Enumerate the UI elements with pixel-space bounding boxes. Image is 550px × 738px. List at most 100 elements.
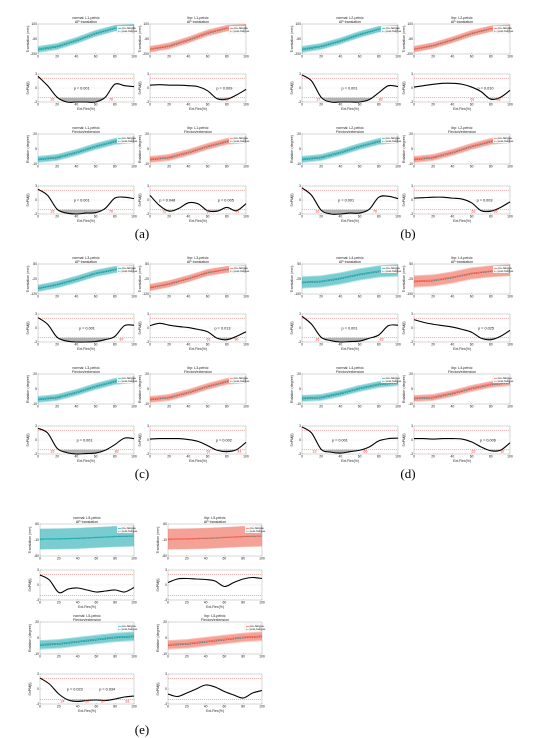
p0-rot-normal-x-tick-label: 40 bbox=[75, 165, 79, 169]
p4-spm-trans-lbp-y-tick-label: 3 bbox=[165, 568, 167, 572]
p2-trans-lbp-x-tick-label: 80 bbox=[225, 295, 229, 299]
p2-trans-lbp-x-tick-label: 40 bbox=[187, 295, 191, 299]
p4-spm-rot-normal-y-tick-label: -3 bbox=[36, 702, 39, 706]
p4-spm-rot-lbp-x-tick-label: 40 bbox=[204, 705, 208, 709]
p3-rot-normal-y-tick-label: 20 bbox=[297, 372, 301, 376]
p0-rot-normal-y-label: Rotation (degree) bbox=[26, 135, 30, 163]
p0-rot-normal-title: normal: L1-pelvic bbox=[72, 126, 100, 130]
p3-trans-normal-x-tick-label: 100 bbox=[395, 295, 401, 299]
p0-spm-trans-normal-y-tick-label: 0 bbox=[35, 86, 37, 90]
p3-spm-trans-lbp-x-tick-label: 0 bbox=[413, 343, 415, 347]
p1-trans-lbp-y-tick-label: -50 bbox=[408, 37, 413, 41]
p1-spm-rot-normal-cluster-bound-label: 16 bbox=[315, 210, 319, 214]
p4-trans-normal-legend-pre-label: pre-fatigue bbox=[122, 526, 137, 530]
p4-rot-normal-legend-post-label: post-fatigue bbox=[122, 627, 138, 631]
p0-spm-rot-lbp-cluster-bound-label: 61 bbox=[207, 210, 211, 214]
p0-trans-lbp-x-tick-label: 80 bbox=[225, 55, 229, 59]
p3-spm-rot-normal-x-tick-label: 20 bbox=[319, 455, 323, 459]
p2-rot-lbp-x-tick-label: 0 bbox=[149, 405, 151, 409]
p3-rot-lbp-legend-pre-label: pre-fatigue bbox=[498, 376, 513, 380]
p4-trans-lbp-x-tick-label: 60 bbox=[223, 557, 227, 561]
p2-spm-trans-normal-x-tick-label: 100 bbox=[131, 343, 137, 347]
p2-trans-lbp-y-tick-label: -120 bbox=[142, 292, 149, 296]
p3-trans-lbp-subtitle: AP translation bbox=[451, 260, 473, 264]
p0-trans-normal-y-tick-label: 100 bbox=[31, 22, 37, 26]
p1-rot-lbp-x-tick-label: 40 bbox=[451, 165, 455, 169]
p3-spm-rot-lbp-y-tick-label: -3 bbox=[410, 452, 413, 456]
p1-spm-trans-normal-x-tick-label: 60 bbox=[358, 103, 362, 107]
p3-trans-lbp-legend-box bbox=[492, 265, 510, 274]
p4-rot-normal-band-post bbox=[40, 632, 134, 650]
p0-spm-trans-normal-cluster-0 bbox=[52, 97, 111, 102]
p3-trans-normal-y-label: Translation (mm) bbox=[290, 265, 294, 292]
p4-spm-trans-normal-x-tick-label: 20 bbox=[57, 601, 61, 605]
p0-spm-rot-lbp-x-tick-label: 60 bbox=[206, 215, 210, 219]
p1-spm-rot-normal-y-tick-label: -3 bbox=[298, 212, 301, 216]
p1-spm-trans-normal-cluster-bound-label: 17 bbox=[316, 98, 320, 102]
p4-rot-normal-line-pre-fatigue bbox=[39, 635, 135, 645]
p4-trans-lbp-x-tick-label: 80 bbox=[241, 557, 245, 561]
p2-spm-trans-lbp-p-value: p = 0.013 bbox=[215, 326, 231, 330]
p0-spm-trans-normal-x-tick-label: 80 bbox=[113, 103, 117, 107]
p1-rot-lbp-x-tick-label: 100 bbox=[507, 165, 513, 169]
p3-spm-trans-normal-x-tick-label: 0 bbox=[301, 343, 303, 347]
p2-rot-normal-legend-box bbox=[116, 375, 134, 384]
p1-rot-lbp-title: lbp: L2-pelvic bbox=[451, 126, 472, 130]
p3-spm-rot-normal-cluster-bound-label: 13 bbox=[312, 450, 316, 454]
p4-rot-lbp-x-tick-label: 60 bbox=[223, 655, 227, 659]
p1-spm-rot-normal-x-tick-label: 80 bbox=[377, 215, 381, 219]
p1-trans-lbp-x-tick-label: 40 bbox=[451, 55, 455, 59]
p1-rot-lbp-y-label: Rotation (degree) bbox=[402, 135, 406, 163]
p0-spm-rot-normal-x-tick-label: 100 bbox=[131, 215, 137, 219]
p2-spm-trans-lbp-y-label: SnPM{t} bbox=[138, 321, 142, 335]
p1-spm-rot-normal-p-value: p = 0.001 bbox=[338, 198, 354, 202]
p0-trans-normal-line-post-fatigue bbox=[37, 27, 135, 51]
p4-rot-lbp-subtitle: Flexion/extension bbox=[201, 618, 229, 622]
p2-spm-trans-normal-p-value: p = 0.001 bbox=[79, 326, 95, 330]
p4-rot-normal-y-tick-label: -10 bbox=[34, 652, 39, 656]
p0-rot-lbp-x-tick-label: 40 bbox=[187, 165, 191, 169]
p3-trans-normal-legend-box bbox=[380, 265, 398, 274]
p4-spm-trans-normal-x-tick-label: 80 bbox=[113, 601, 117, 605]
p4-spm-rot-normal-spm-curve bbox=[39, 677, 135, 703]
p4-trans-lbp-legend-box bbox=[244, 525, 262, 534]
p2-spm-rot-normal-y-label: SnPM{t} bbox=[26, 433, 30, 447]
p1-spm-trans-normal-cluster-bound-label: 82 bbox=[379, 98, 383, 102]
p3-spm-rot-lbp-p-value: p = 0.006 bbox=[480, 438, 496, 442]
p4-trans-normal-y-tick-label: -10 bbox=[34, 538, 39, 542]
p4-rot-lbp-y-label: Rotation (degree) bbox=[156, 624, 160, 652]
p3-spm-rot-lbp-x-tick-label: 20 bbox=[431, 455, 435, 459]
p2-rot-lbp-y-tick-label: 20 bbox=[145, 372, 149, 376]
p0-rot-lbp-x-tick-label: 0 bbox=[149, 165, 151, 169]
p3-spm-rot-lbp-cluster-bound-label: 92 bbox=[500, 450, 504, 454]
p3-rot-normal-legend-post-label: post-fatigue bbox=[386, 379, 402, 383]
p2-spm-rot-normal-y-tick-label: 0 bbox=[35, 438, 37, 442]
p3-spm-trans-lbp-p-value: p = 0.025 bbox=[478, 326, 494, 330]
p0-spm-rot-lbp-x-tick-label: 40 bbox=[187, 215, 191, 219]
p4-spm-rot-lbp-y-tick-label: -3 bbox=[164, 702, 167, 706]
p0-rot-lbp-x-tick-label: 100 bbox=[243, 165, 249, 169]
p2-spm-rot-lbp-x-tick-label: 20 bbox=[167, 455, 171, 459]
p3-rot-lbp-line-post-fatigue bbox=[413, 382, 511, 400]
p1-rot-lbp-y-tick-label: 20 bbox=[409, 132, 413, 136]
p4-rot-normal-x-tick-label: 40 bbox=[76, 655, 80, 659]
p2-spm-trans-normal-x-tick-label: 80 bbox=[113, 343, 117, 347]
p3-rot-normal-y-label: Rotation (degree) bbox=[290, 375, 294, 403]
p4-spm-rot-normal-y-tick-label: 0 bbox=[37, 687, 39, 691]
p1-spm-trans-lbp-y-tick-label: 3 bbox=[411, 72, 413, 76]
p3-trans-lbp-band-pre bbox=[414, 264, 510, 287]
p1-trans-lbp-x-tick-label: 100 bbox=[507, 55, 513, 59]
p4-rot-normal-y-tick-label: 5 bbox=[37, 636, 39, 640]
p3-rot-lbp-y-tick-label: 20 bbox=[409, 372, 413, 376]
p4-spm-trans-lbp-x-tick-label: 80 bbox=[241, 601, 245, 605]
p4-rot-lbp-x-tick-label: 20 bbox=[185, 655, 189, 659]
p0-spm-trans-lbp-cluster-bound-label: 80 bbox=[225, 98, 229, 102]
p2-rot-lbp-y-tick-label: 5 bbox=[147, 387, 149, 391]
p3-trans-normal-line-post-fatigue bbox=[301, 270, 399, 284]
p1-spm-rot-lbp-x-tick-label: 40 bbox=[451, 215, 455, 219]
p2-trans-lbp-x-tick-label: 100 bbox=[243, 295, 249, 299]
p0-spm-trans-normal-x-label: Ext-Flex(%) bbox=[77, 107, 95, 111]
p2-trans-lbp-legend-box bbox=[228, 265, 246, 274]
p1-spm-trans-lbp-x-tick-label: 80 bbox=[489, 103, 493, 107]
p3-trans-normal-x-tick-label: 60 bbox=[358, 295, 362, 299]
